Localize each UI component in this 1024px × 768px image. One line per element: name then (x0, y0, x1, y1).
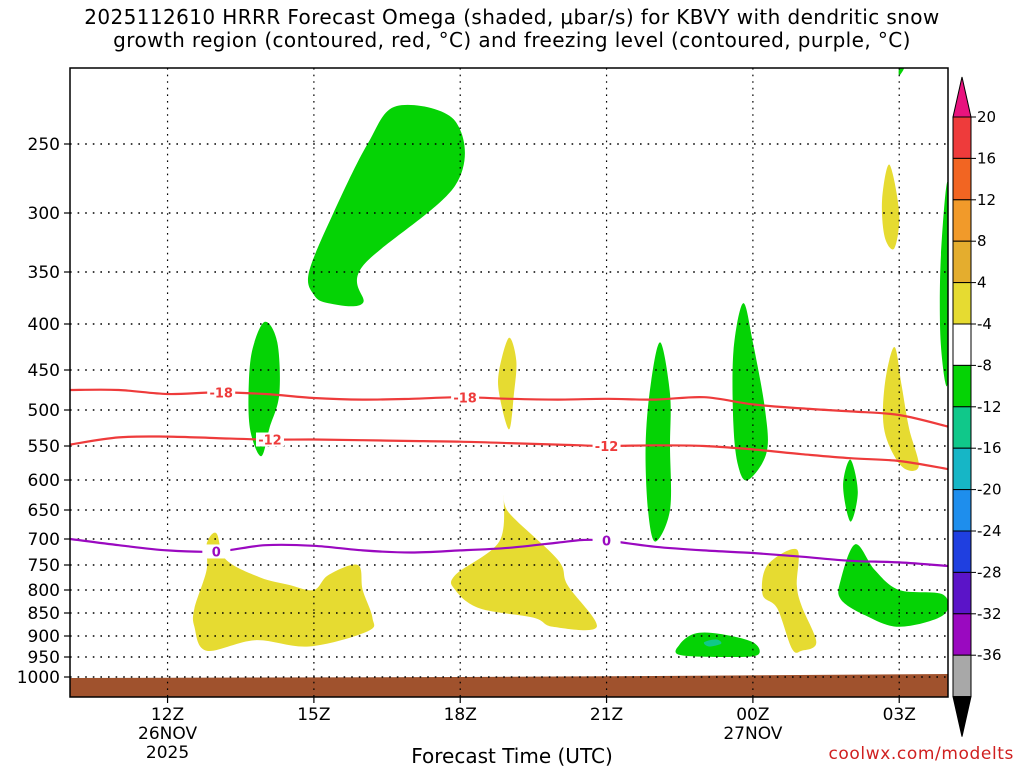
colorbar-label: -36 (977, 646, 1002, 664)
omega-neg4-green-0530 (248, 321, 280, 457)
colorbar-swatch (952, 282, 972, 325)
omega-neg4-green-0600 (732, 303, 768, 481)
omega-pos4-yellow-0830 (761, 548, 817, 653)
colorbar-swatch (952, 157, 972, 201)
y-tick-label: 950 (28, 648, 60, 668)
dgz-minus12-label-bg (592, 439, 621, 453)
colorbar-layer: 20 16 12 8 4 -4 -8 -12 -16 -20 -24 -28 -32 -36 (952, 76, 1002, 737)
colorbar-bottom-arrow (952, 696, 972, 737)
y-tick-label: 800 (28, 581, 60, 601)
y-tick-label: 350 (28, 263, 60, 283)
colorbar-label: 8 (977, 232, 987, 250)
terrain-surface (70, 674, 948, 697)
y-tick-label: 700 (28, 530, 60, 550)
omega-pos4-yellow-0800b (450, 493, 597, 631)
colorbar-swatch (952, 323, 972, 366)
axes-layer: 250 300 350 400 450 500 550 600 650 700 750 800 850 9… (17, 67, 949, 763)
colorbar-label: -12 (977, 398, 1002, 416)
colorbar-label: -20 (977, 481, 1002, 499)
colorbar-label: -28 (977, 563, 1002, 581)
x-tick-label: 12Z (151, 705, 184, 725)
omega-neg4-green-0560 (645, 342, 672, 542)
colorbar-swatch (952, 116, 972, 159)
dgz-minus18-label-bg (451, 390, 480, 405)
colorbar-swatch (952, 364, 972, 408)
colorbar-label: 12 (977, 191, 996, 209)
dgz-minus12-label-bg (255, 432, 284, 447)
omega-pos4-yellow-0290 (881, 164, 900, 250)
colorbar-swatch (952, 447, 972, 491)
omega-neg4-upper-green (307, 104, 465, 307)
dgz-minus12-label: -12 (595, 440, 619, 455)
y-tick-label: 850 (28, 604, 60, 624)
y-tick-label: 300 (28, 204, 60, 224)
omega-pos4-yellow-0520 (882, 347, 919, 471)
x-tick-label: 03Z (883, 705, 916, 725)
omega-pos4-yellow-0480 (498, 337, 517, 430)
colorbar-swatch (952, 654, 972, 698)
x-tick-year: 2025 (146, 743, 189, 763)
chart-title: 2025112610 HRRR Forecast Omega (shaded, … (84, 5, 940, 52)
dgz-minus18-label-bg (207, 385, 236, 400)
omega-neg4-green-right-edge (939, 182, 948, 387)
x-tick-label: 21Z (590, 705, 623, 725)
dgz-minus12-line (70, 435, 948, 471)
freezing-level-label-bg (592, 533, 621, 548)
omega-neg4-green-0640 (843, 459, 858, 522)
freezing-level-label-bg (202, 544, 231, 559)
freezing-level-label: 0 (602, 535, 611, 550)
omega-neg4-green-0800 (838, 544, 948, 627)
dgz-minus12-label: -12 (258, 434, 282, 449)
y-tick-label: 500 (28, 401, 60, 421)
omega-neg8-teal (703, 639, 722, 647)
omega-neg4-green-top (898, 68, 905, 76)
colorbar-swatch (952, 530, 972, 573)
x-tick-label: 18Z (444, 705, 477, 725)
y-tick-label: 900 (28, 627, 60, 647)
terrain-layer (70, 674, 948, 697)
colorbar-label: -4 (977, 315, 992, 333)
x-tick-date: 26NOV (138, 724, 197, 744)
y-tick-label: 550 (28, 437, 60, 457)
colorbar-label: -16 (977, 439, 1002, 457)
colorbar-label: 20 (977, 108, 996, 126)
colorbar-label: 4 (977, 274, 987, 292)
colorbar-swatch (952, 571, 972, 615)
colorbar-swatch (952, 199, 972, 242)
y-tick-label: 400 (28, 315, 60, 335)
x-tick-label: 15Z (297, 705, 330, 725)
dgz-minus18-label: -18 (453, 391, 477, 406)
colorbar-swatch (952, 240, 972, 284)
colorbar-label: 16 (977, 149, 996, 167)
x-axis-label: Forecast Time (UTC) (411, 744, 613, 768)
y-tick-label: 1000 (17, 668, 60, 688)
site-credit[interactable]: coolwx.com/modelts (828, 744, 1014, 764)
colorbar-swatch (952, 489, 972, 532)
colorbar-swatch (952, 613, 972, 656)
y-tick-label: 450 (28, 361, 60, 381)
omega-pos4-yellow-0800a (192, 532, 375, 651)
y-tick-label: 600 (28, 471, 60, 491)
colorbar-top-arrow (952, 76, 972, 118)
colorbar-swatch (952, 406, 972, 449)
x-tick-label: 00Z (736, 705, 769, 725)
x-tick-date: 27NOV (723, 724, 782, 744)
colorbar-label: -32 (977, 605, 1002, 623)
y-tick-label: 250 (28, 135, 60, 155)
colorbar-label: -24 (977, 522, 1002, 540)
y-tick-label: 650 (28, 501, 60, 521)
freezing-level-label: 0 (212, 545, 221, 560)
dgz-minus18-label: -18 (209, 387, 233, 402)
omega-shading-layer (192, 68, 948, 658)
colorbar-label: -8 (977, 356, 992, 374)
plot-frame (69, 67, 949, 698)
contours-layer: -18 -18 -12 -12 0 0 (70, 385, 948, 568)
y-tick-label: 750 (28, 556, 60, 576)
